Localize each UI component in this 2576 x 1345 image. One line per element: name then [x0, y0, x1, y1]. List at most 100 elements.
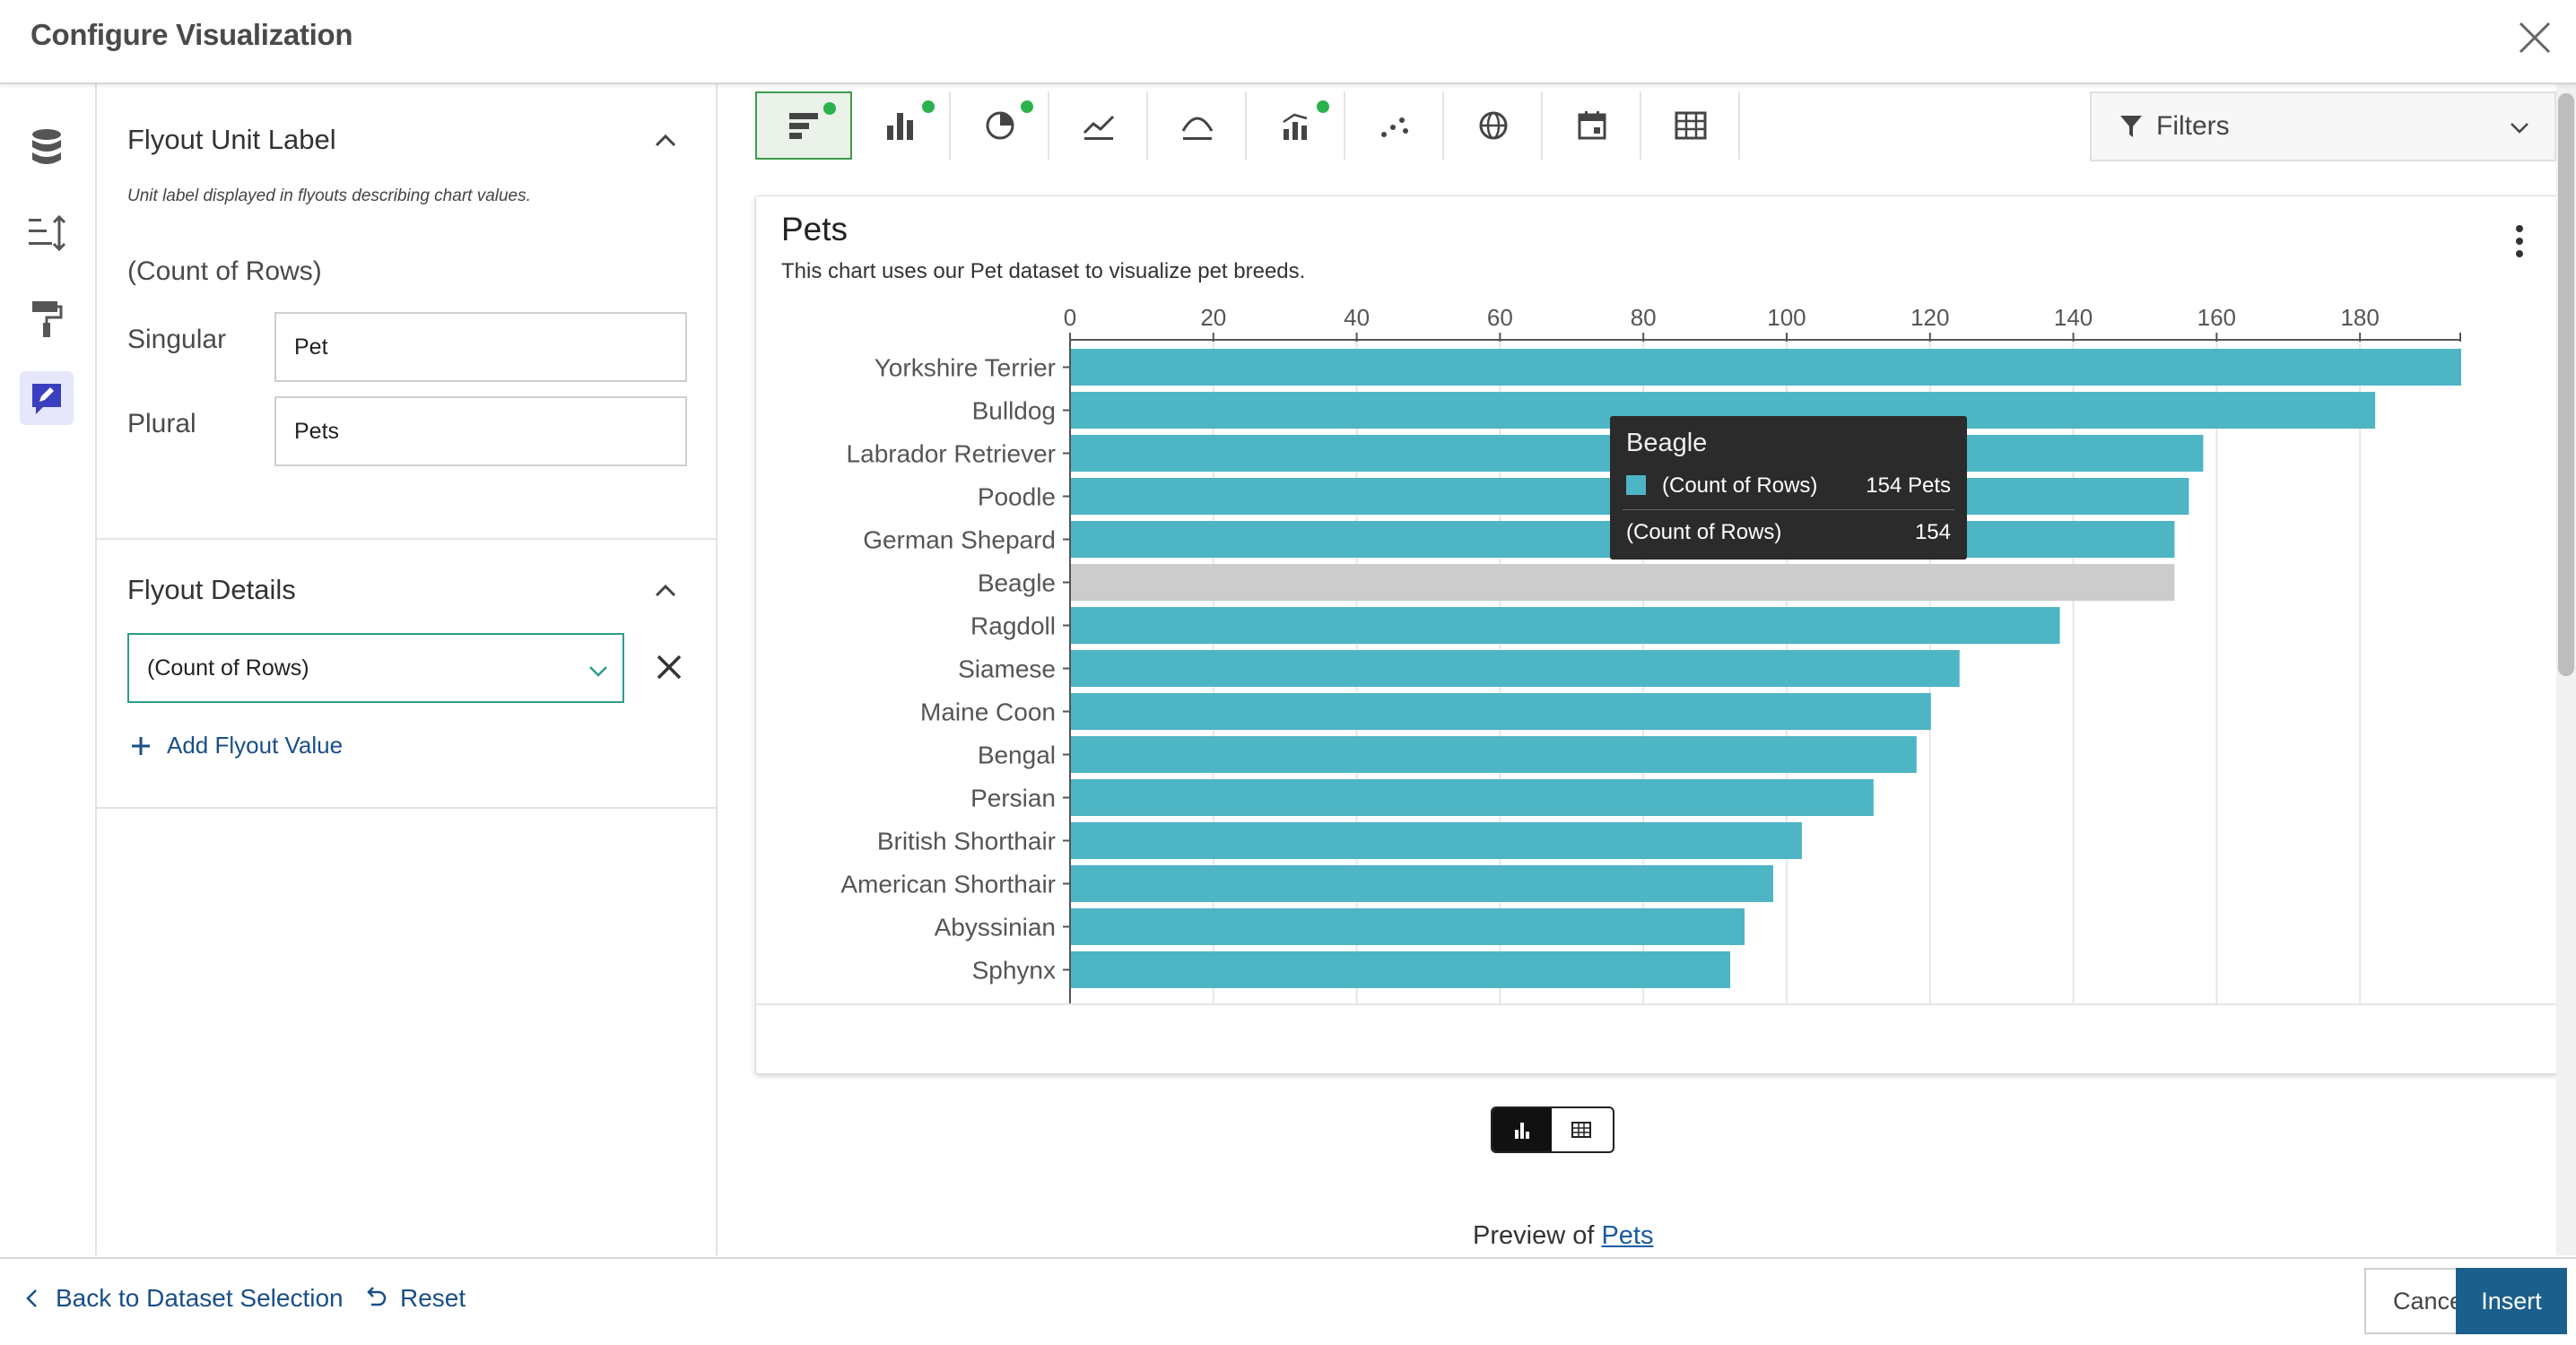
reset-button[interactable]: Reset — [362, 1284, 466, 1313]
bar-siamese — [1071, 650, 1960, 687]
chart-type-distribution[interactable] — [1150, 91, 1247, 160]
bar-yorkshire-terrier — [1071, 349, 2461, 386]
tooltip-row1-label: (Count of Rows) — [1662, 473, 1818, 498]
undo-icon — [367, 1287, 387, 1306]
sort-axis-icon — [29, 215, 66, 251]
tooltip-row-series: (Count of Rows) 154 Pets — [1626, 473, 1951, 499]
globe-icon — [1479, 111, 1508, 140]
collapse-unit-label-button[interactable] — [649, 126, 682, 158]
back-to-dataset-button[interactable]: Back to Dataset Selection — [22, 1284, 344, 1313]
reset-label: Reset — [400, 1284, 466, 1312]
chart-type-map[interactable] — [1446, 91, 1543, 160]
category-label: American Shorthair — [840, 871, 1056, 898]
x-tick-label: 80 — [1631, 304, 1657, 331]
rail-data-button[interactable] — [20, 120, 74, 174]
column-chart-icon — [887, 113, 913, 140]
chart-subtitle: This chart uses our Pet dataset to visua… — [781, 259, 1306, 283]
bar-maine-coon — [1071, 693, 1931, 730]
chevron-down-icon — [2511, 123, 2528, 134]
bar-beagle — [1071, 564, 2175, 601]
preview-prefix: Preview of — [1473, 1221, 1602, 1250]
x-tick-label: 120 — [1910, 304, 1949, 331]
remove-flyout-value-button[interactable] — [649, 647, 689, 687]
has-config-dot — [1021, 100, 1033, 113]
chart-type-scatter[interactable] — [1347, 91, 1444, 160]
unit-label-section-title: Flyout Unit Label — [127, 124, 336, 155]
category-label: Sphynx — [972, 957, 1056, 985]
dialog-footer: Back to Dataset Selection Reset Cancel I… — [0, 1257, 2576, 1345]
section-divider — [97, 807, 716, 809]
table-icon — [1571, 1122, 1591, 1138]
has-config-dot — [1317, 100, 1329, 113]
chart-type-calendar[interactable] — [1545, 91, 1641, 160]
chart-footer-divider — [756, 1003, 2556, 1005]
chart-type-table[interactable] — [1643, 91, 1740, 160]
category-label: Poodle — [978, 483, 1056, 511]
singular-input[interactable]: Pet — [274, 312, 687, 382]
close-icon — [2519, 22, 2551, 54]
edit-flyout-icon — [32, 384, 61, 414]
bar-chart: 0 20 40 60 80 100 120 140 160 180 Yorkshire Terrie… — [840, 304, 2461, 1005]
database-icon — [32, 129, 61, 164]
scatter-chart-icon — [1381, 117, 1408, 137]
filters-dropdown[interactable]: Filters — [2090, 91, 2556, 161]
bar-chart-icon — [1515, 1123, 1529, 1139]
combo-chart-icon — [1283, 113, 1308, 140]
x-tick-label: 40 — [1344, 304, 1370, 331]
chart-type-column[interactable] — [854, 91, 951, 160]
rail-flyout-button[interactable] — [20, 371, 74, 425]
close-button[interactable] — [2510, 13, 2560, 63]
flyout-value-selected: (Count of Rows) — [147, 655, 309, 681]
bar-sphynx — [1071, 951, 1731, 988]
main-scrollbar-thumb[interactable] — [2558, 93, 2574, 676]
chart-type-horizontal-bar[interactable] — [755, 91, 852, 160]
chart-tooltip: Beagle (Count of Rows) 154 Pets (Count o… — [1610, 416, 1967, 560]
tooltip-title: Beagle — [1626, 429, 1708, 457]
category-label: Beagle — [978, 569, 1056, 597]
flyout-value-select[interactable]: (Count of Rows) — [127, 633, 624, 703]
plural-label: Plural — [127, 409, 196, 438]
bar-persian — [1071, 779, 1874, 816]
measure-label: (Count of Rows) — [127, 256, 322, 286]
tooltip-divider — [1623, 509, 1954, 510]
chart-menu-button[interactable] — [2512, 223, 2527, 264]
insert-button[interactable]: Insert — [2456, 1268, 2567, 1334]
dialog-title: Configure Visualization — [30, 18, 353, 51]
category-label: Yorkshire Terrier — [875, 354, 1056, 382]
collapse-details-button[interactable] — [649, 576, 682, 608]
dialog-header: Configure Visualization — [0, 0, 2576, 84]
unit-label-description: Unit label displayed in flyouts describi… — [127, 187, 531, 205]
chart-card: Pets This chart uses our Pet dataset to … — [755, 195, 2556, 1074]
table-view-button[interactable] — [1552, 1108, 1611, 1151]
preview-dataset-link[interactable]: Pets — [1601, 1221, 1654, 1250]
chart-type-pie[interactable] — [953, 91, 1049, 160]
chart-title: Pets — [781, 211, 849, 247]
details-section-title: Flyout Details — [127, 574, 296, 605]
left-rail — [0, 84, 97, 1255]
chart-type-line[interactable] — [1051, 91, 1148, 160]
chevron-down-icon — [589, 666, 607, 677]
paint-roller-icon — [32, 301, 63, 337]
x-tick-label: 0 — [1064, 304, 1076, 331]
table-icon — [1675, 111, 1707, 140]
close-icon — [657, 655, 682, 680]
x-tick-label: 140 — [2054, 304, 2093, 331]
category-label: Bengal — [978, 742, 1056, 769]
bar-abyssinian — [1071, 908, 1745, 945]
preview-heading: Preview of Pets — [1473, 1221, 1653, 1251]
plural-input[interactable]: Pets — [274, 396, 687, 466]
chart-type-combo[interactable] — [1249, 91, 1345, 160]
x-tick-label: 20 — [1200, 304, 1226, 331]
view-toggle — [1491, 1106, 1614, 1153]
has-config-dot — [823, 102, 836, 115]
rail-style-button[interactable] — [20, 292, 74, 346]
category-label: British Shorthair — [877, 828, 1056, 855]
category-label: Maine Coon — [920, 699, 1056, 726]
kebab-menu-icon — [2516, 225, 2523, 257]
tooltip-row2-label: (Count of Rows) — [1626, 520, 1782, 544]
calendar-icon — [1578, 111, 1606, 140]
rail-axis-button[interactable] — [20, 206, 74, 260]
chart-view-button[interactable] — [1493, 1108, 1552, 1151]
add-flyout-value-button[interactable]: Add Flyout Value — [127, 732, 343, 759]
filter-icon — [2120, 116, 2142, 137]
